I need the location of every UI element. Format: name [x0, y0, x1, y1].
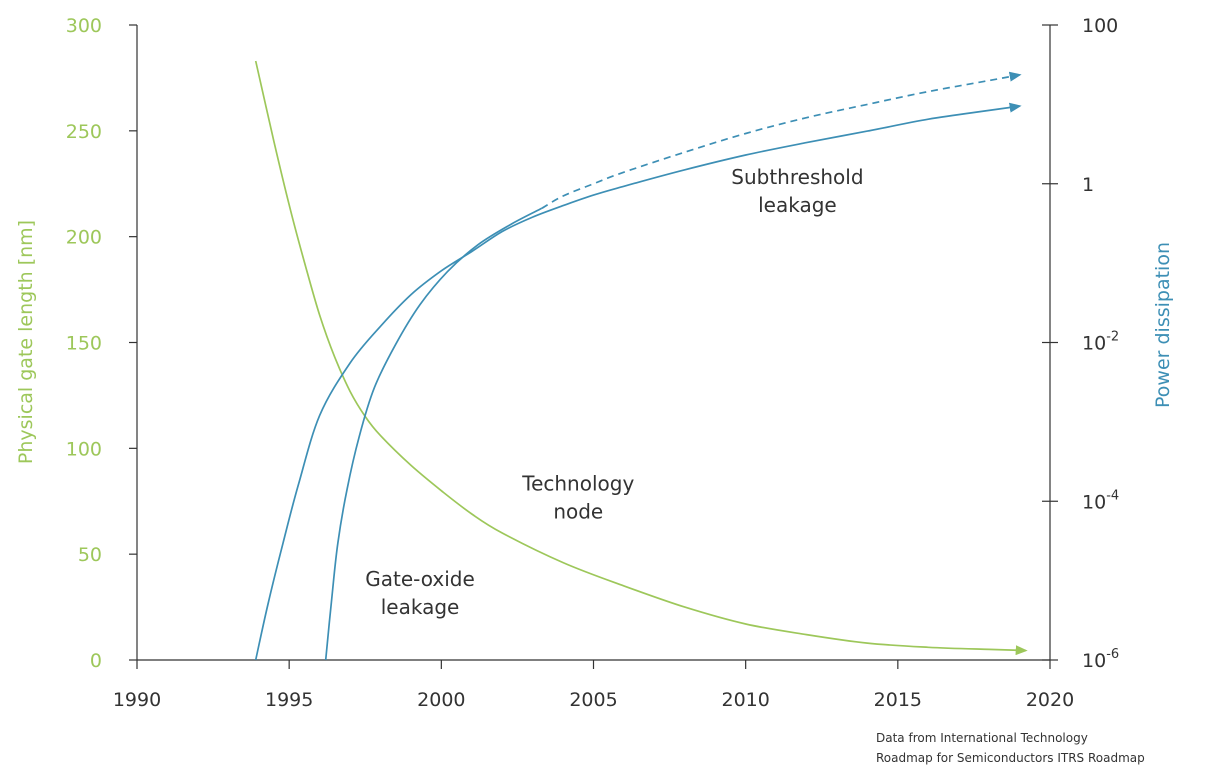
- bottom-tick-label: 2015: [874, 689, 922, 711]
- series-line-technology-node: [254, 60, 1028, 656]
- annotation-label: leakage: [758, 193, 837, 217]
- series-line-subthreshold-leakage: [254, 102, 1022, 661]
- series-line-gate-oxide-leakage: [324, 207, 543, 661]
- left-tick-label: 150: [66, 333, 102, 355]
- left-tick-label: 100: [66, 438, 102, 460]
- left-tick-label: 200: [66, 227, 102, 249]
- left-tick-label: 300: [66, 15, 102, 37]
- left-axis-title: Physical gate length [nm]: [15, 220, 37, 464]
- bottom-tick-label: 2000: [417, 689, 465, 711]
- right-tick-base: 100: [1082, 15, 1118, 37]
- right-tick-label: 1: [1082, 174, 1094, 196]
- right-tick-base: 10: [1082, 650, 1106, 672]
- right-tick-base: 1: [1082, 174, 1094, 196]
- bottom-tick-label: 2020: [1026, 689, 1074, 711]
- series-layer: [254, 60, 1028, 661]
- right-tick-label: 100: [1082, 15, 1118, 37]
- annotation-label: node: [553, 500, 603, 524]
- source-note-line-1: Data from International Technology: [876, 731, 1088, 745]
- right-tick-base: 10: [1082, 491, 1106, 513]
- bottom-axis-ticks: 1990 1995 2000 2005 2010 2015 2020: [113, 660, 1074, 711]
- right-tick-base: 10: [1082, 333, 1106, 355]
- annotation-label: leakage: [381, 595, 460, 619]
- right-tick-exponent: -6: [1106, 647, 1119, 662]
- annotation-label: Gate-oxide: [365, 567, 475, 591]
- source-note-line-2: Roadmap for Semiconductors ITRS Roadmap: [876, 751, 1145, 765]
- left-axis-ticks: 0 50 100 150 200 250 300: [66, 15, 137, 672]
- bottom-tick-label: 1995: [265, 689, 313, 711]
- bottom-tick-label: 1990: [113, 689, 161, 711]
- right-tick-exponent: -2: [1106, 330, 1119, 345]
- annotation-label: Subthreshold: [731, 165, 863, 189]
- left-tick-label: 50: [78, 544, 102, 566]
- bottom-tick-label: 2005: [569, 689, 617, 711]
- right-tick-label: 10-2: [1082, 330, 1119, 355]
- left-tick-label: 0: [90, 650, 102, 672]
- annotation-layer: Subthreshold leakage Technology node Gate-ox…: [365, 165, 863, 619]
- right-tick-label: 10-6: [1082, 647, 1119, 672]
- right-tick-label: 10-4: [1082, 488, 1119, 513]
- right-tick-exponent: -4: [1106, 488, 1119, 503]
- right-axis-title: Power dissipation: [1152, 242, 1174, 408]
- annotation-label: Technology: [521, 472, 634, 496]
- bottom-tick-label: 2010: [721, 689, 769, 711]
- left-tick-label: 250: [66, 121, 102, 143]
- series-line-gate-oxide-leakage-projected: [541, 71, 1022, 210]
